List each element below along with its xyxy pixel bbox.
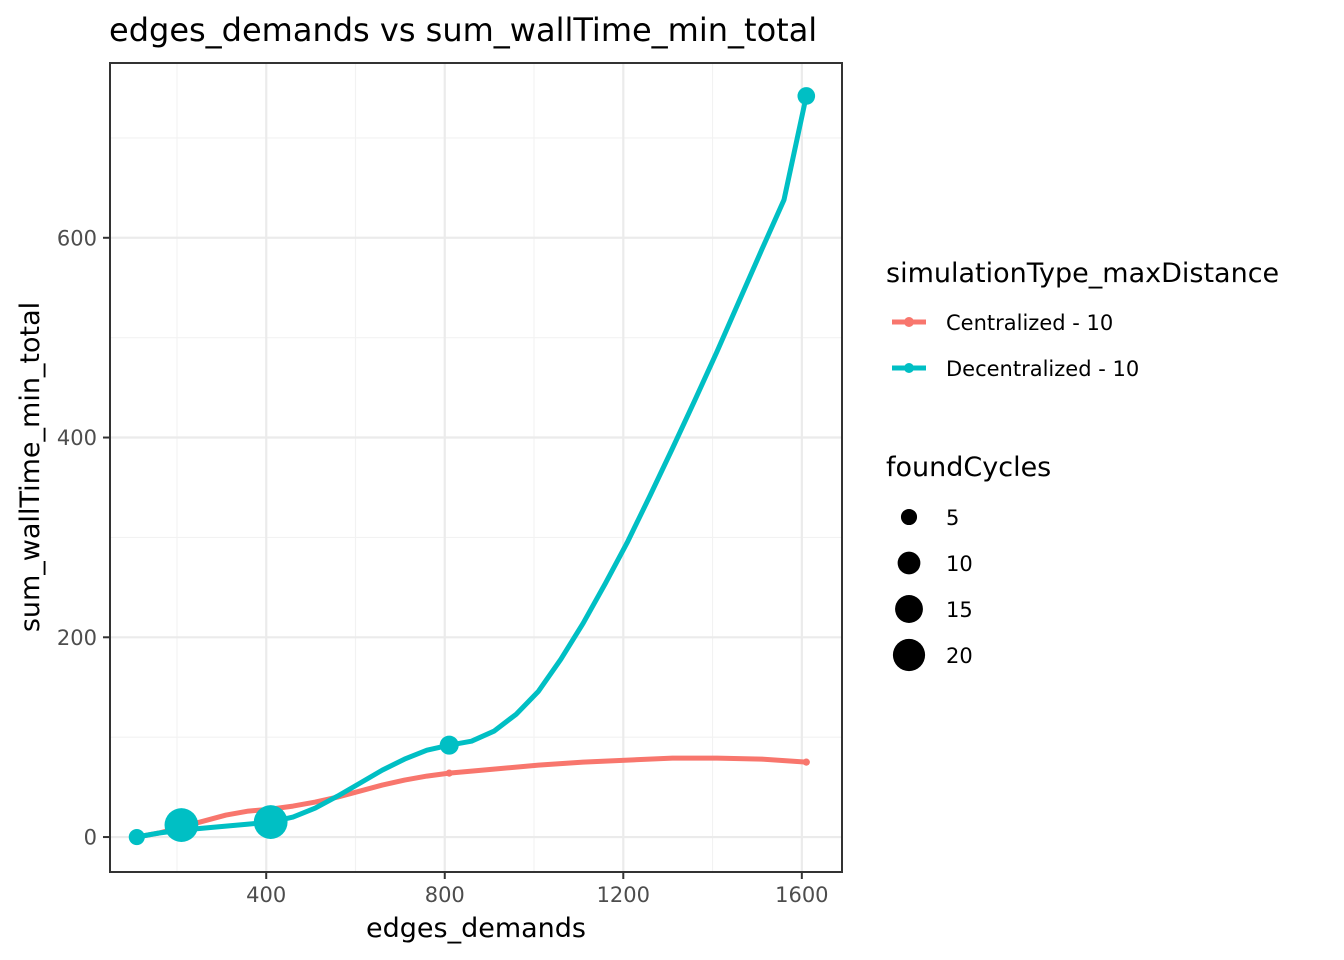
data-point xyxy=(128,828,145,846)
size-legend-key xyxy=(895,595,923,623)
y-tick-label: 600 xyxy=(57,226,97,250)
x-tick-label: 1200 xyxy=(597,883,650,907)
size-legend-label: 20 xyxy=(946,644,973,668)
plot-background xyxy=(110,63,842,872)
legend-entry-label: Decentralized - 10 xyxy=(946,357,1139,381)
chart-title: edges_demands vs sum_wallTime_min_total xyxy=(109,11,817,49)
size-legend-key xyxy=(897,551,921,575)
size-legend-entries: 5 10 15 20 xyxy=(892,506,973,672)
size-legend-label: 10 xyxy=(946,552,973,576)
series-line-1 xyxy=(134,93,809,840)
data-point xyxy=(253,805,288,839)
x-axis: 400 800 1200 1600 xyxy=(246,872,829,907)
x-tick-label: 400 xyxy=(246,883,286,907)
x-axis-title: edges_demands xyxy=(366,913,586,944)
size-legend-key xyxy=(900,508,918,526)
legend-key-point xyxy=(904,363,914,373)
data-point xyxy=(164,808,199,842)
legend-entry-label: Centralized - 10 xyxy=(946,311,1113,335)
legend: simulationType_maxDistance Centralized -… xyxy=(886,258,1279,672)
size-legend-key xyxy=(892,638,926,672)
y-axis-title: sum_wallTime_min_total xyxy=(15,302,46,632)
series-lines xyxy=(134,93,809,840)
size-legend-label: 5 xyxy=(946,506,959,530)
data-point xyxy=(445,769,453,777)
legend-key-point xyxy=(904,317,914,327)
y-tick-label: 400 xyxy=(57,426,97,450)
x-tick-label: 1600 xyxy=(775,883,828,907)
size-legend-title: foundCycles xyxy=(886,452,1051,483)
x-tick-label: 800 xyxy=(425,883,465,907)
y-tick-label: 200 xyxy=(57,626,97,650)
data-point xyxy=(797,87,816,105)
data-point xyxy=(439,735,459,755)
size-legend-label: 15 xyxy=(946,598,973,622)
series-points xyxy=(128,87,816,846)
data-point xyxy=(802,758,810,766)
color-legend-entries: Centralized - 10 Decentralized - 10 xyxy=(892,311,1139,381)
y-tick-label: 0 xyxy=(84,826,97,850)
y-axis: 0 200 400 600 xyxy=(57,226,110,850)
color-legend-title: simulationType_maxDistance xyxy=(886,258,1279,289)
series-line-0 xyxy=(134,755,809,840)
plot-border xyxy=(109,62,843,873)
